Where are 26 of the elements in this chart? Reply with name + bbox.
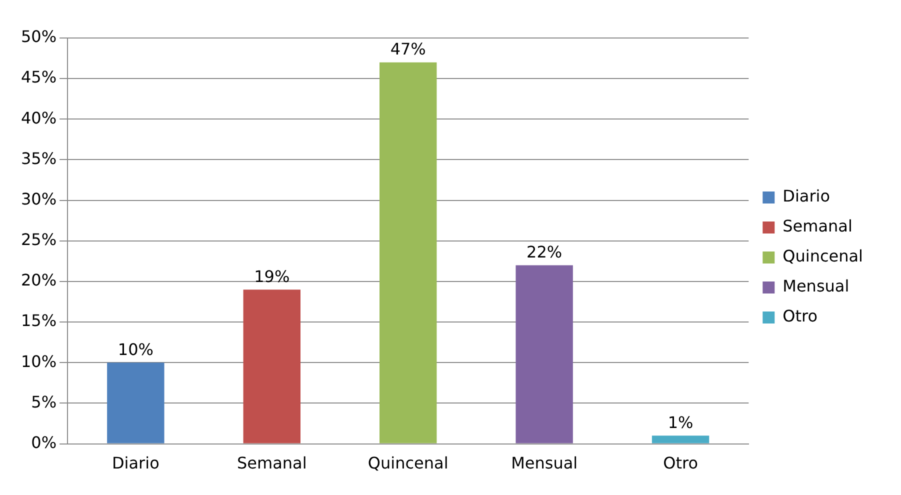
y-tick-label: 10% [21, 352, 57, 371]
data-label: 1% [668, 412, 694, 432]
y-tick-label: 30% [21, 189, 57, 208]
y-tick-label: 0% [31, 432, 57, 452]
y-tick-label: 5% [31, 392, 57, 412]
legend-label: Diario [782, 186, 830, 206]
y-tick-label: 15% [21, 311, 57, 330]
y-tick-label: 35% [21, 148, 57, 168]
x-tick-label: Mensual [511, 454, 578, 473]
x-tick-label: Diario [112, 454, 160, 473]
y-tick-label: 25% [21, 230, 57, 250]
y-tick-label: 20% [21, 270, 57, 290]
data-label: 22% [526, 242, 562, 262]
legend-label: Quincenal [782, 246, 864, 266]
y-tick-label: 50% [21, 27, 57, 46]
data-label: 19% [254, 266, 290, 286]
x-tick-label: Otro [663, 454, 698, 473]
legend-label: Semanal [782, 216, 852, 236]
data-label: 10% [118, 340, 154, 359]
legend-label: Mensual [782, 276, 850, 296]
y-tick-label: 45% [21, 68, 57, 87]
legend-label: Otro [782, 306, 818, 326]
x-tick-label: Quincenal [368, 454, 448, 473]
x-tick-label: Semanal [237, 454, 307, 473]
y-tick-label: 40% [21, 108, 57, 128]
data-label: 47% [390, 40, 426, 59]
